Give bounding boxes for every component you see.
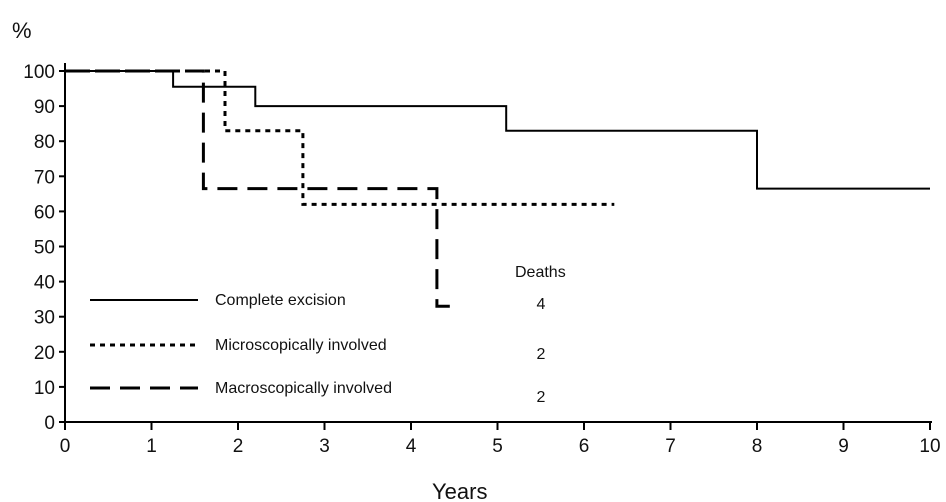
x-tick-label: 4: [406, 436, 417, 457]
y-tick-label: 70: [34, 167, 55, 188]
x-tick-label: 3: [319, 436, 330, 457]
y-tick-label: 10: [34, 378, 55, 399]
y-tick-label: 90: [34, 97, 55, 118]
x-tick-label: 5: [492, 436, 503, 457]
y-tick-label: 30: [34, 308, 55, 329]
y-tick-label: 80: [34, 132, 55, 153]
series-line-1: [65, 70, 930, 190]
axes: [64, 63, 932, 423]
legend-deaths-1: 4: [537, 296, 546, 313]
x-tick-label: 8: [752, 436, 763, 457]
x-tick-label: 7: [665, 436, 676, 457]
x-tick-label: 6: [579, 436, 590, 457]
legend-deaths-3: 2: [537, 389, 546, 406]
y-axis-ticks: 0 10 20 30 40 50 60 70 80 90 100: [23, 62, 65, 434]
y-tick-label: 0: [44, 413, 55, 434]
x-tick-label: 2: [233, 436, 244, 457]
x-tick-label: 1: [146, 436, 157, 457]
y-tick-label: 100: [23, 62, 55, 83]
series-line-3: [65, 69, 459, 308]
legend: Deaths Complete excision 4 Microscopically…: [90, 264, 566, 406]
legend-label-1: Complete excision: [215, 292, 346, 309]
series-lines: [65, 69, 930, 308]
legend-label-2: Microscopically involved: [215, 337, 387, 354]
y-tick-label: 60: [34, 202, 55, 223]
legend-label-3: Macroscopically involved: [215, 380, 392, 397]
y-axis-label: %: [12, 18, 32, 43]
y-tick-label: 40: [34, 273, 55, 294]
legend-deaths-2: 2: [537, 346, 546, 363]
x-axis-label: Years: [432, 479, 487, 502]
series-line-2: [65, 69, 615, 206]
legend-header-deaths: Deaths: [515, 264, 566, 281]
y-tick-label: 50: [34, 238, 55, 259]
x-tick-label: 0: [60, 436, 71, 457]
x-axis-ticks: 0 1 2 3 4 5 6 7 8 9 10: [60, 422, 941, 457]
x-tick-label: 10: [919, 436, 940, 457]
x-tick-label: 9: [838, 436, 849, 457]
y-tick-label: 20: [34, 343, 55, 364]
